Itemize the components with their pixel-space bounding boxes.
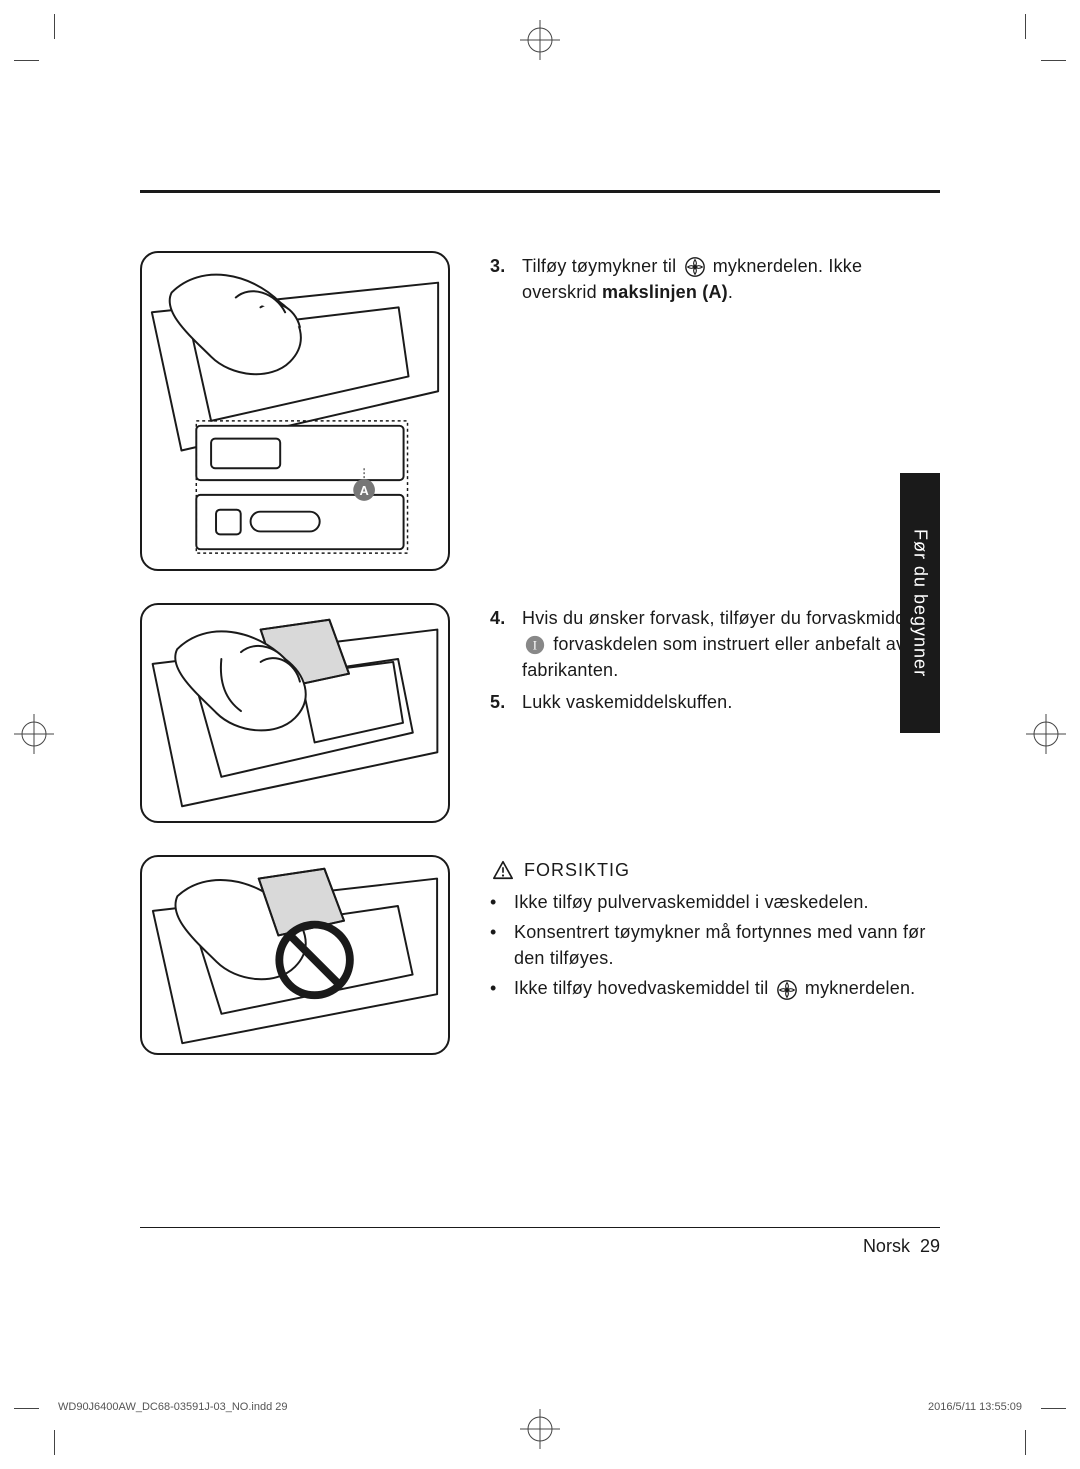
svg-text:A: A — [359, 483, 368, 498]
section-tab: Før du begynner — [900, 473, 940, 733]
illustration-softener: A — [140, 251, 450, 571]
softener-icon — [776, 979, 798, 1001]
softener-icon — [684, 256, 706, 278]
instruction-row-4-5: 4. Hvis du ønsker forvask, tilføyer du f… — [140, 603, 940, 823]
footer-language: Norsk — [863, 1236, 910, 1256]
registration-mark — [14, 714, 54, 754]
page-frame: A 3. Tilføy tøymykner til myknerdelen. I… — [140, 190, 940, 1275]
caution-bullet: Konsentrert tøymykner må fortynnes med v… — [490, 919, 940, 971]
caution-heading: FORSIKTIG — [490, 857, 940, 883]
step-text: Hvis du ønsker forvask, tilføyer du forv… — [522, 605, 940, 683]
caution-label: FORSIKTIG — [524, 857, 630, 883]
illustration-prewash — [140, 603, 450, 823]
registration-mark — [520, 20, 560, 60]
svg-text:I: I — [533, 639, 537, 653]
prewash-compartment-icon: I — [524, 634, 546, 656]
page-footer: Norsk 29 — [140, 1227, 940, 1257]
print-file: WD90J6400AW_DC68-03591J-03_NO.indd 29 — [58, 1401, 288, 1413]
warning-icon — [492, 859, 514, 881]
step-text: Lukk vaskemiddelskuffen. — [522, 689, 940, 715]
footer-page-number: 29 — [920, 1236, 940, 1256]
registration-mark — [1026, 714, 1066, 754]
step-number: 5. — [490, 689, 512, 715]
step-4: 4. Hvis du ønsker forvask, tilføyer du f… — [490, 605, 940, 683]
step-5: 5. Lukk vaskemiddelskuffen. — [490, 689, 940, 715]
step-number: 4. — [490, 605, 512, 683]
caution-bullet: Ikke tilføy pulvervaskemiddel i væskedel… — [490, 889, 940, 915]
step-3: 3. Tilføy tøymykner til myknerdelen. Ikk… — [490, 253, 940, 305]
print-metadata: WD90J6400AW_DC68-03591J-03_NO.indd 29 20… — [58, 1401, 1022, 1413]
section-tab-label: Før du begynner — [910, 529, 931, 677]
caution-bullet: Ikke tilføy hovedvaskemiddel til myknerd… — [490, 975, 940, 1001]
caution-row: FORSIKTIG Ikke tilføy pulvervaskemiddel … — [140, 855, 940, 1055]
step-text: Tilføy tøymykner til myknerdelen. Ikke o… — [522, 253, 940, 305]
instruction-row-3: A 3. Tilføy tøymykner til myknerdelen. I… — [140, 251, 940, 571]
step-number: 3. — [490, 253, 512, 305]
print-timestamp: 2016/5/11 13:55:09 — [928, 1401, 1022, 1413]
illustration-caution — [140, 855, 450, 1055]
registration-mark — [520, 1409, 560, 1449]
